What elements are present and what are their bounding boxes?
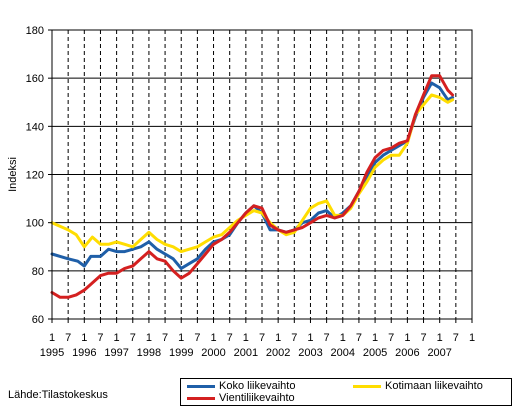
legend-swatch-2 xyxy=(353,384,381,388)
x-tick-label: 7 xyxy=(388,332,394,344)
y-tick-label: 180 xyxy=(26,25,44,37)
chart-series xyxy=(50,74,455,299)
x-tick-label: 7 xyxy=(453,332,459,344)
x-tick-label: 7 xyxy=(194,332,200,344)
x-tick-label: 1 xyxy=(404,332,410,344)
y-tick-label: 160 xyxy=(26,73,44,85)
legend-item-1: Koko liikevaihto xyxy=(187,380,295,392)
y-axis-title: Indeksi xyxy=(7,157,19,192)
year-label: 2003 xyxy=(298,347,322,359)
year-label: 1999 xyxy=(169,347,193,359)
year-label: 2005 xyxy=(363,347,387,359)
x-tick-label: 7 xyxy=(65,332,71,344)
chart-legend: Koko liikevaihto Vientiliikevaihto Kotim… xyxy=(180,378,512,406)
legend-item-3: Vientiliikevaihto xyxy=(187,392,295,404)
year-label: 2002 xyxy=(266,347,290,359)
x-tick-label: 7 xyxy=(420,332,426,344)
legend-swatch-1 xyxy=(187,384,215,388)
x-tick-label: 1 xyxy=(210,332,216,344)
x-tick-label: 7 xyxy=(130,332,136,344)
x-tick-label: 1 xyxy=(307,332,313,344)
x-tick-label: 7 xyxy=(356,332,362,344)
year-label: 1997 xyxy=(104,347,128,359)
series-line-1 xyxy=(50,81,455,270)
y-tick-label: 100 xyxy=(26,218,44,230)
chart-axes xyxy=(48,29,473,323)
x-tick-label: 1 xyxy=(372,332,378,344)
x-tick-label: 7 xyxy=(291,332,297,344)
y-tick-label: 120 xyxy=(26,170,44,182)
x-tick-label: 7 xyxy=(324,332,330,344)
y-tick-label: 80 xyxy=(32,266,44,278)
x-tick-label: 1 xyxy=(114,332,120,344)
x-tick-label: 1 xyxy=(469,332,475,344)
x-tick-label: 1 xyxy=(437,332,443,344)
x-tick-label: 1 xyxy=(81,332,87,344)
y-tick-label: 140 xyxy=(26,121,44,133)
year-label: 1995 xyxy=(40,347,64,359)
year-label: 1998 xyxy=(137,347,161,359)
legend-label-3: Vientiliikevaihto xyxy=(219,392,295,404)
x-tick-label: 1 xyxy=(146,332,152,344)
source-note: Lähde:Tilastokeskus xyxy=(8,389,108,401)
x-tick-label: 7 xyxy=(97,332,103,344)
year-label: 1996 xyxy=(72,347,96,359)
x-tick-label: 1 xyxy=(243,332,249,344)
x-tick-label: 1 xyxy=(178,332,184,344)
year-label: 2006 xyxy=(395,347,419,359)
x-tick-label: 7 xyxy=(259,332,265,344)
chart-grid xyxy=(52,30,472,319)
legend-item-2: Kotimaan liikevaihto xyxy=(353,380,483,392)
x-tick-label: 1 xyxy=(49,332,55,344)
x-tick-label: 7 xyxy=(227,332,233,344)
year-label: 2001 xyxy=(234,347,258,359)
x-tick-label: 1 xyxy=(340,332,346,344)
series-line-2 xyxy=(50,93,455,254)
x-tick-label: 7 xyxy=(162,332,168,344)
legend-label-1: Koko liikevaihto xyxy=(219,380,296,392)
series-line-3 xyxy=(50,74,455,299)
legend-label-2: Kotimaan liikevaihto xyxy=(385,380,483,392)
year-label: 2007 xyxy=(427,347,451,359)
y-tick-label: 60 xyxy=(32,314,44,326)
year-label: 2000 xyxy=(201,347,225,359)
x-tick-label: 1 xyxy=(275,332,281,344)
year-label: 2004 xyxy=(331,347,355,359)
legend-swatch-3 xyxy=(187,396,215,400)
